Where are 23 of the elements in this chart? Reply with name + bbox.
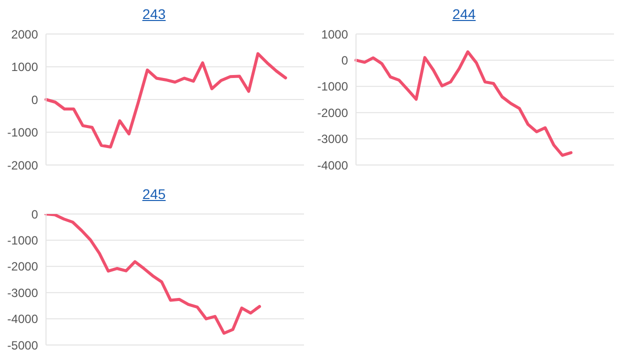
line-series [354, 50, 572, 157]
y-tick-label: -1000 [7, 126, 38, 140]
y-tick-label: 1000 [11, 60, 38, 74]
y-tick-label: 2000 [11, 27, 38, 42]
chart-title: 244 [451, 6, 477, 22]
y-tick-label: -4000 [317, 158, 348, 172]
line-series [44, 52, 288, 148]
line-series [44, 214, 262, 335]
y-tick-label: 0 [31, 92, 38, 107]
y-tick-label: -2000 [317, 106, 348, 120]
y-tick-label: -1000 [317, 80, 348, 94]
y-tick-label: 0 [31, 207, 38, 222]
y-tick-label: -3000 [317, 132, 348, 146]
y-tick-label: -4000 [7, 312, 38, 326]
y-tick-label: -2000 [7, 158, 38, 172]
y-tick-label: -2000 [7, 260, 38, 274]
y-tick-label: -3000 [7, 286, 38, 300]
y-tick-label: -1000 [7, 233, 38, 248]
y-tick-label: 0 [341, 53, 348, 68]
chart-title: 245 [141, 186, 167, 202]
chart-title: 243 [141, 6, 167, 22]
y-tick-label: -5000 [7, 338, 38, 352]
y-tick-label: 1000 [321, 27, 348, 42]
